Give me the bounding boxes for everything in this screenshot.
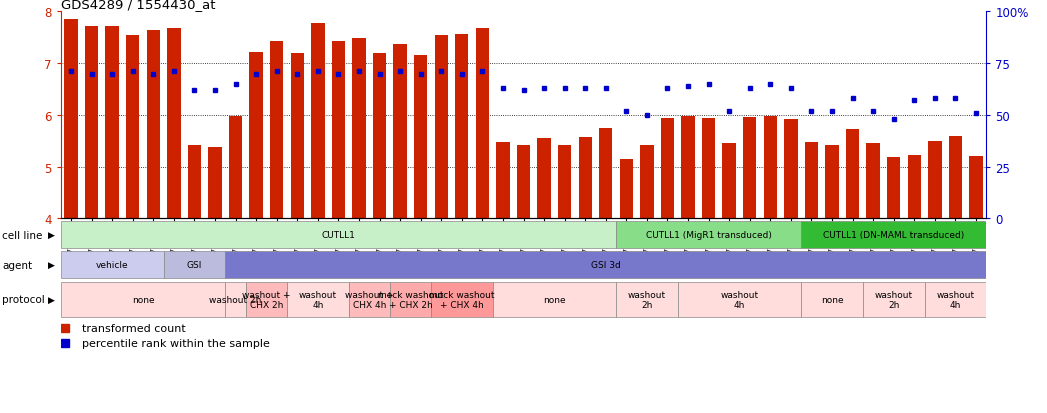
Bar bbox=[616, 282, 677, 317]
Bar bbox=[801, 282, 863, 317]
Bar bbox=[620, 159, 633, 219]
Text: ▶: ▶ bbox=[48, 295, 55, 304]
Bar bbox=[163, 252, 225, 279]
Text: washout
2h: washout 2h bbox=[628, 290, 666, 309]
Bar bbox=[225, 252, 986, 279]
Bar bbox=[225, 282, 246, 317]
Bar bbox=[616, 221, 801, 249]
Bar bbox=[389, 282, 431, 317]
Bar bbox=[475, 29, 489, 219]
Text: percentile rank within the sample: percentile rank within the sample bbox=[82, 338, 269, 348]
Bar bbox=[661, 118, 674, 219]
Text: agent: agent bbox=[2, 260, 32, 270]
Bar bbox=[291, 54, 304, 219]
Bar bbox=[763, 117, 777, 219]
Bar bbox=[64, 20, 77, 219]
Bar bbox=[496, 143, 510, 219]
Bar bbox=[599, 128, 612, 219]
Bar bbox=[825, 146, 839, 219]
Text: mock washout
+ CHX 4h: mock washout + CHX 4h bbox=[429, 290, 494, 309]
Bar bbox=[270, 42, 284, 219]
Text: GSI 3d: GSI 3d bbox=[591, 261, 621, 270]
Bar bbox=[394, 45, 407, 219]
Bar bbox=[517, 146, 530, 219]
Bar bbox=[970, 157, 983, 219]
Bar bbox=[682, 116, 695, 219]
Text: washout 2h: washout 2h bbox=[209, 295, 262, 304]
Bar bbox=[414, 56, 427, 219]
Bar bbox=[949, 136, 962, 219]
Text: washout +
CHX 2h: washout + CHX 2h bbox=[242, 290, 291, 309]
Bar bbox=[332, 43, 346, 219]
Bar bbox=[126, 36, 139, 219]
Bar bbox=[287, 282, 349, 317]
Bar bbox=[249, 53, 263, 219]
Text: none: none bbox=[821, 295, 843, 304]
Bar bbox=[106, 27, 118, 219]
Bar bbox=[863, 282, 925, 317]
Bar bbox=[435, 36, 448, 219]
Bar bbox=[846, 130, 860, 219]
Bar bbox=[493, 282, 616, 317]
Bar bbox=[743, 118, 756, 219]
Text: cell line: cell line bbox=[2, 230, 43, 240]
Text: CUTLL1: CUTLL1 bbox=[321, 230, 355, 240]
Text: washout +
CHX 4h: washout + CHX 4h bbox=[346, 290, 394, 309]
Bar bbox=[349, 282, 389, 317]
Bar bbox=[246, 282, 287, 317]
Bar bbox=[579, 138, 592, 219]
Bar bbox=[558, 146, 572, 219]
Text: ▶: ▶ bbox=[48, 261, 55, 270]
Text: ▶: ▶ bbox=[48, 230, 55, 240]
Text: CUTLL1 (DN-MAML transduced): CUTLL1 (DN-MAML transduced) bbox=[823, 230, 964, 240]
Bar bbox=[887, 158, 900, 219]
Bar bbox=[722, 144, 736, 219]
Bar bbox=[929, 142, 941, 219]
Bar bbox=[925, 282, 986, 317]
Bar bbox=[701, 118, 715, 219]
Bar bbox=[187, 146, 201, 219]
Bar bbox=[867, 144, 879, 219]
Bar bbox=[311, 24, 325, 219]
Bar bbox=[229, 117, 242, 219]
Bar bbox=[208, 148, 222, 219]
Bar bbox=[537, 139, 551, 219]
Bar bbox=[168, 29, 180, 219]
Text: washout
2h: washout 2h bbox=[874, 290, 913, 309]
Bar bbox=[455, 35, 468, 219]
Bar bbox=[805, 143, 818, 219]
Bar bbox=[908, 156, 921, 219]
Text: washout
4h: washout 4h bbox=[298, 290, 337, 309]
Text: washout
4h: washout 4h bbox=[936, 290, 975, 309]
Bar bbox=[61, 252, 163, 279]
Text: washout
4h: washout 4h bbox=[720, 290, 758, 309]
Text: protocol: protocol bbox=[2, 294, 45, 304]
Bar bbox=[147, 31, 160, 219]
Bar bbox=[801, 221, 986, 249]
Bar bbox=[352, 39, 365, 219]
Text: none: none bbox=[132, 295, 154, 304]
Bar bbox=[85, 27, 98, 219]
Text: GDS4289 / 1554430_at: GDS4289 / 1554430_at bbox=[61, 0, 216, 11]
Bar bbox=[677, 282, 801, 317]
Bar bbox=[431, 282, 493, 317]
Bar bbox=[61, 282, 225, 317]
Text: transformed count: transformed count bbox=[82, 323, 185, 333]
Text: GSI: GSI bbox=[186, 261, 202, 270]
Text: vehicle: vehicle bbox=[96, 261, 129, 270]
Text: CUTLL1 (MigR1 transduced): CUTLL1 (MigR1 transduced) bbox=[646, 230, 772, 240]
Bar bbox=[640, 146, 653, 219]
Text: mock washout
+ CHX 2h: mock washout + CHX 2h bbox=[378, 290, 443, 309]
Text: none: none bbox=[543, 295, 565, 304]
Bar bbox=[784, 120, 798, 219]
Bar bbox=[373, 54, 386, 219]
Bar bbox=[61, 221, 616, 249]
